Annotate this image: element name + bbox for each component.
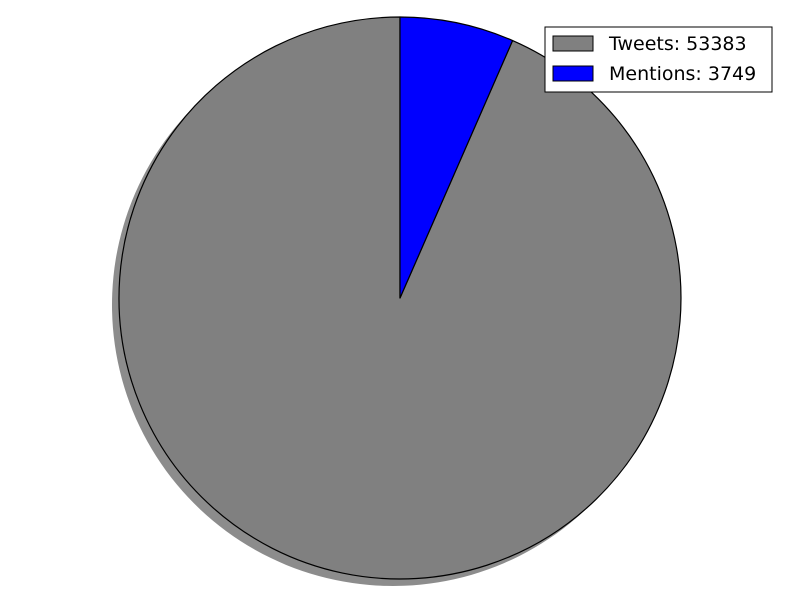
pie-slices (118, 16, 682, 580)
legend-items: Tweets: 53383 Mentions: 3749 (552, 33, 756, 85)
legend-label-mentions: Mentions: 3749 (609, 63, 756, 85)
legend-swatch-tweets (552, 35, 594, 52)
legend-swatch-mentions (552, 65, 594, 82)
legend-label-tweets: Tweets: 53383 (608, 33, 747, 55)
slice-mentions (399, 16, 514, 299)
legend: Tweets: 53383 Mentions: 3749 (544, 26, 773, 93)
